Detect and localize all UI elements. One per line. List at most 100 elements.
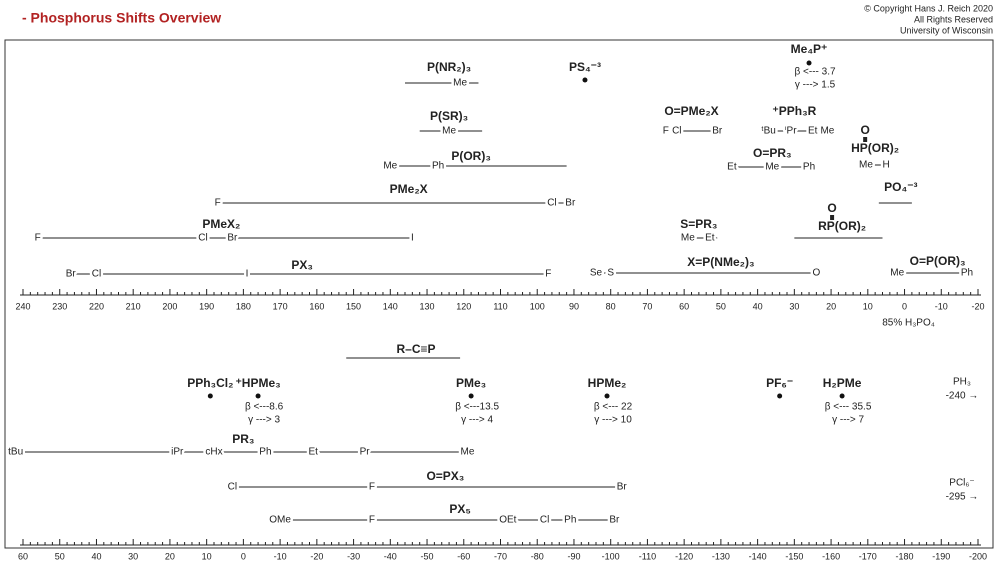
point-label: Me <box>460 447 474 458</box>
tick-label: 90 <box>569 301 579 311</box>
group-name: HP(OR)₂ <box>851 141 899 155</box>
group-name: PMeX₂ <box>202 217 240 231</box>
group-top: O <box>827 201 836 215</box>
note: γ ---> 4 <box>461 415 493 426</box>
group-name: PF₆⁻ <box>766 376 793 390</box>
tick-label: 130 <box>420 301 435 311</box>
tick-label: 230 <box>52 301 67 311</box>
point-label: iPr <box>171 447 184 458</box>
group-name: P(SR)₃ <box>430 109 468 123</box>
point-label: Me <box>383 161 397 172</box>
tick-label: 40 <box>91 551 101 561</box>
point-label: Ph <box>432 161 444 172</box>
group-name: O=PR₃ <box>753 146 792 160</box>
dot <box>468 393 474 399</box>
point-label: I <box>246 269 249 280</box>
note: γ ---> 7 <box>832 415 864 426</box>
dot <box>255 393 261 399</box>
note: β <---8.6 <box>245 402 284 413</box>
point-label: O <box>812 268 820 279</box>
point-label: tBu <box>8 447 23 458</box>
bond <box>863 137 868 142</box>
point-label: Me <box>765 162 779 173</box>
tick-label: 0 <box>241 551 246 561</box>
point-label: Et <box>705 233 715 244</box>
point-label: Br <box>617 482 628 493</box>
tick-label: 80 <box>606 301 616 311</box>
tick-label: -50 <box>421 551 434 561</box>
note: β <---13.5 <box>455 402 499 413</box>
offscale-note: -240 → <box>946 391 979 402</box>
tick-label: 20 <box>826 301 836 311</box>
tick-label: 240 <box>15 301 30 311</box>
group-name: HPMe₂ <box>588 376 627 390</box>
point-label: Cl <box>540 515 549 526</box>
tick-label: 50 <box>55 551 65 561</box>
tick-label: -110 <box>639 551 656 561</box>
group-name: PMe₃ <box>456 376 486 390</box>
tick-label: 160 <box>309 301 324 311</box>
tick-label: 210 <box>126 301 141 311</box>
tick-label: -140 <box>749 551 767 561</box>
tick-label: -200 <box>969 551 987 561</box>
point-label: Br <box>66 269 77 280</box>
point-label: Et <box>808 126 818 137</box>
group-name: PO₄⁻³ <box>884 180 917 194</box>
tick-label: -100 <box>602 551 620 561</box>
dot <box>806 60 812 66</box>
point-label: Br <box>609 515 620 526</box>
point-label: Me <box>442 126 456 137</box>
page-title: - Phosphorus Shifts Overview <box>22 10 221 26</box>
group-name: PX₃ <box>291 258 313 272</box>
group-name: ⁺PPh₃R <box>772 104 816 118</box>
point-label: Me <box>890 268 904 279</box>
tick-label: -10 <box>935 301 948 311</box>
tick-label: -150 <box>785 551 803 561</box>
point-label: F <box>545 269 551 280</box>
tick-label: 30 <box>128 551 138 561</box>
note: γ ---> 3 <box>248 415 280 426</box>
note: β <--- 3.7 <box>795 67 836 78</box>
point-label: Ph <box>564 515 576 526</box>
point-label: Et <box>727 162 737 173</box>
note: β <--- 35.5 <box>825 402 872 413</box>
reference: 85% H₃PO₄ <box>882 318 935 329</box>
group-name: ⁺HPMe₃ <box>235 376 280 390</box>
point-label: Me <box>681 233 695 244</box>
tick-label: -20 <box>971 301 984 311</box>
point-label: OEt <box>499 515 516 526</box>
point-label: Ph <box>961 268 973 279</box>
point-label: Cl <box>92 269 101 280</box>
point-label: Me <box>859 160 873 171</box>
point-label: Cl <box>547 198 556 209</box>
group-name: O=PMe₂X <box>664 104 718 118</box>
group-name: P(NR₂)₃ <box>427 60 471 74</box>
point-label: Me <box>453 78 467 89</box>
copyright: All Rights Reserved <box>914 14 993 24</box>
tick-label: 70 <box>642 301 652 311</box>
tick-label: -60 <box>457 551 470 561</box>
group-name: X=P(NMe₂)₃ <box>687 255 754 269</box>
dot <box>207 393 213 399</box>
tick-label: 150 <box>346 301 361 311</box>
point-label: H <box>883 160 890 171</box>
group-name: RP(OR)₂ <box>818 219 866 233</box>
group-top: O <box>860 123 869 137</box>
group-name: PR₃ <box>232 432 254 446</box>
tick-label: 220 <box>89 301 104 311</box>
group-name: H₂PMe <box>823 376 862 390</box>
point-label: Cl <box>198 233 207 244</box>
point-label: F <box>35 233 41 244</box>
point-label: Me <box>820 126 834 137</box>
group-name: PS₄⁻³ <box>569 60 601 74</box>
point-label: Cl <box>228 482 237 493</box>
point-label: Br <box>712 126 723 137</box>
tick-label: 40 <box>753 301 763 311</box>
point-label: Br <box>565 198 576 209</box>
group-name: O=P(OR)₃ <box>910 254 966 268</box>
group-name: S=PR₃ <box>680 217 717 231</box>
group-name: R–C≡P <box>397 342 436 356</box>
tick-label: 120 <box>456 301 471 311</box>
tick-label: -160 <box>822 551 840 561</box>
